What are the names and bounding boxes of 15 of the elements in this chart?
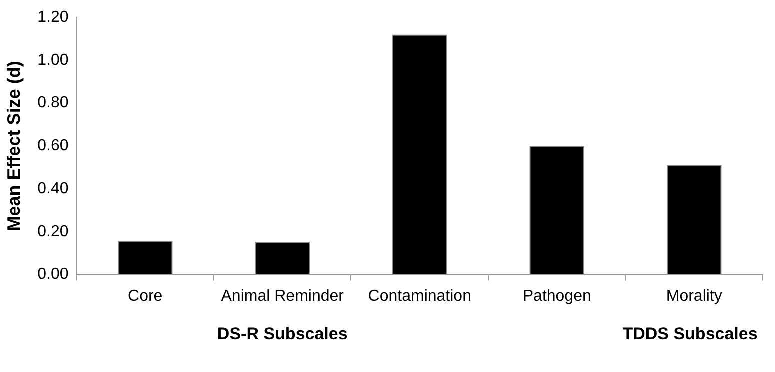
y-tick-label: 1.20 bbox=[38, 9, 69, 26]
x-tick-label: Pathogen bbox=[522, 288, 592, 305]
y-tick-label: 0.40 bbox=[38, 180, 69, 198]
y-tick-label: 0.00 bbox=[38, 266, 69, 284]
x-tick-label: Morality bbox=[666, 288, 722, 305]
x-tick-label: Animal Reminder bbox=[221, 288, 345, 305]
x-tick-label: Core bbox=[128, 288, 163, 305]
x-tick-label: Contamination bbox=[368, 288, 472, 305]
y-axis-title: Mean Effect Size (d) bbox=[4, 61, 24, 232]
text: DS-R Subscales bbox=[217, 324, 348, 344]
y-tick-label: 1.00 bbox=[38, 52, 69, 69]
y-tick-label: 0.80 bbox=[38, 94, 69, 112]
y-tick-label: 0.60 bbox=[38, 138, 69, 155]
y-tick-label: 0.20 bbox=[38, 223, 69, 240]
text: TDDS Subscales bbox=[622, 324, 758, 344]
